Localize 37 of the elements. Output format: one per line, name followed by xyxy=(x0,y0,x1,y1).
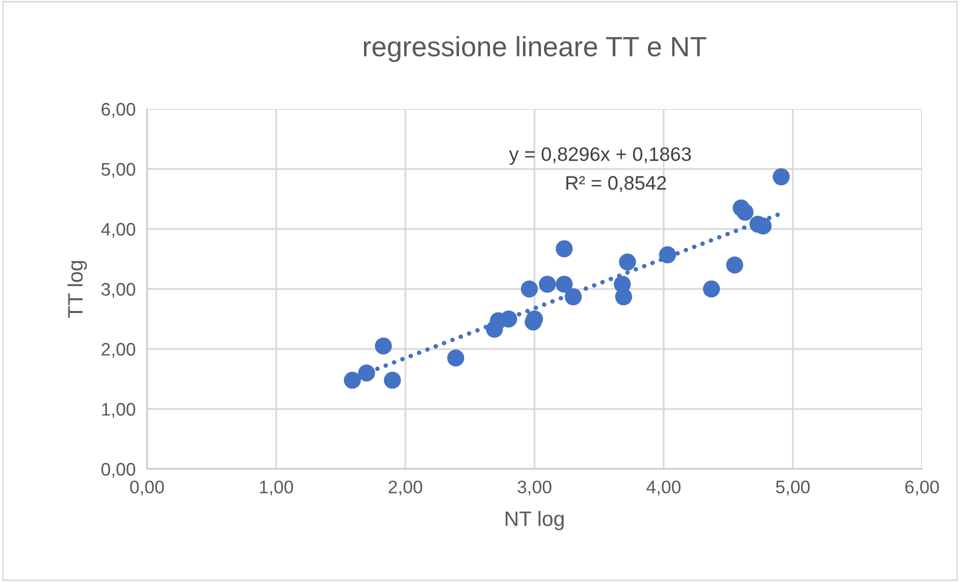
y-tick-label: 2,00 xyxy=(102,342,136,358)
point xyxy=(556,276,573,293)
point xyxy=(726,256,744,274)
point xyxy=(358,364,376,382)
point xyxy=(772,168,790,186)
annotation: R² = 0,8542 xyxy=(566,176,666,192)
point xyxy=(447,349,464,367)
x-tick-label: 4,00 xyxy=(646,480,681,496)
point xyxy=(659,246,676,264)
point xyxy=(374,337,392,355)
point xyxy=(384,372,401,389)
point xyxy=(702,280,720,298)
chart-title: regressione lineare TT e NT xyxy=(364,36,706,62)
x-tick-label: 1,00 xyxy=(260,480,294,496)
x-tick-label: 6,00 xyxy=(905,480,939,496)
x-axis-title: NT log xyxy=(506,510,564,530)
x-tick-label: 0,00 xyxy=(130,480,164,496)
point xyxy=(520,280,538,298)
point xyxy=(736,204,754,221)
y-tick-label: 1,00 xyxy=(102,402,136,418)
annotation: y = 0,8296x + 0,1863 xyxy=(509,147,691,165)
point xyxy=(344,372,361,389)
point xyxy=(538,276,556,293)
y-tick-label: 5,00 xyxy=(101,162,136,178)
y-tick-label: 3,00 xyxy=(101,282,136,298)
point xyxy=(500,310,518,328)
point xyxy=(556,240,573,258)
y-tick-label: 0,00 xyxy=(101,462,136,478)
x-tick-label: 5,00 xyxy=(776,480,810,496)
point xyxy=(564,288,582,306)
y-tick-label: 4,00 xyxy=(101,222,136,238)
y-axis-title: TT log xyxy=(67,261,87,318)
x-tick-label: 2,00 xyxy=(388,480,422,496)
y-tick-label: 6,00 xyxy=(102,102,136,118)
point xyxy=(618,253,636,271)
x-tick-label: 3,00 xyxy=(518,480,552,496)
point xyxy=(615,288,632,306)
